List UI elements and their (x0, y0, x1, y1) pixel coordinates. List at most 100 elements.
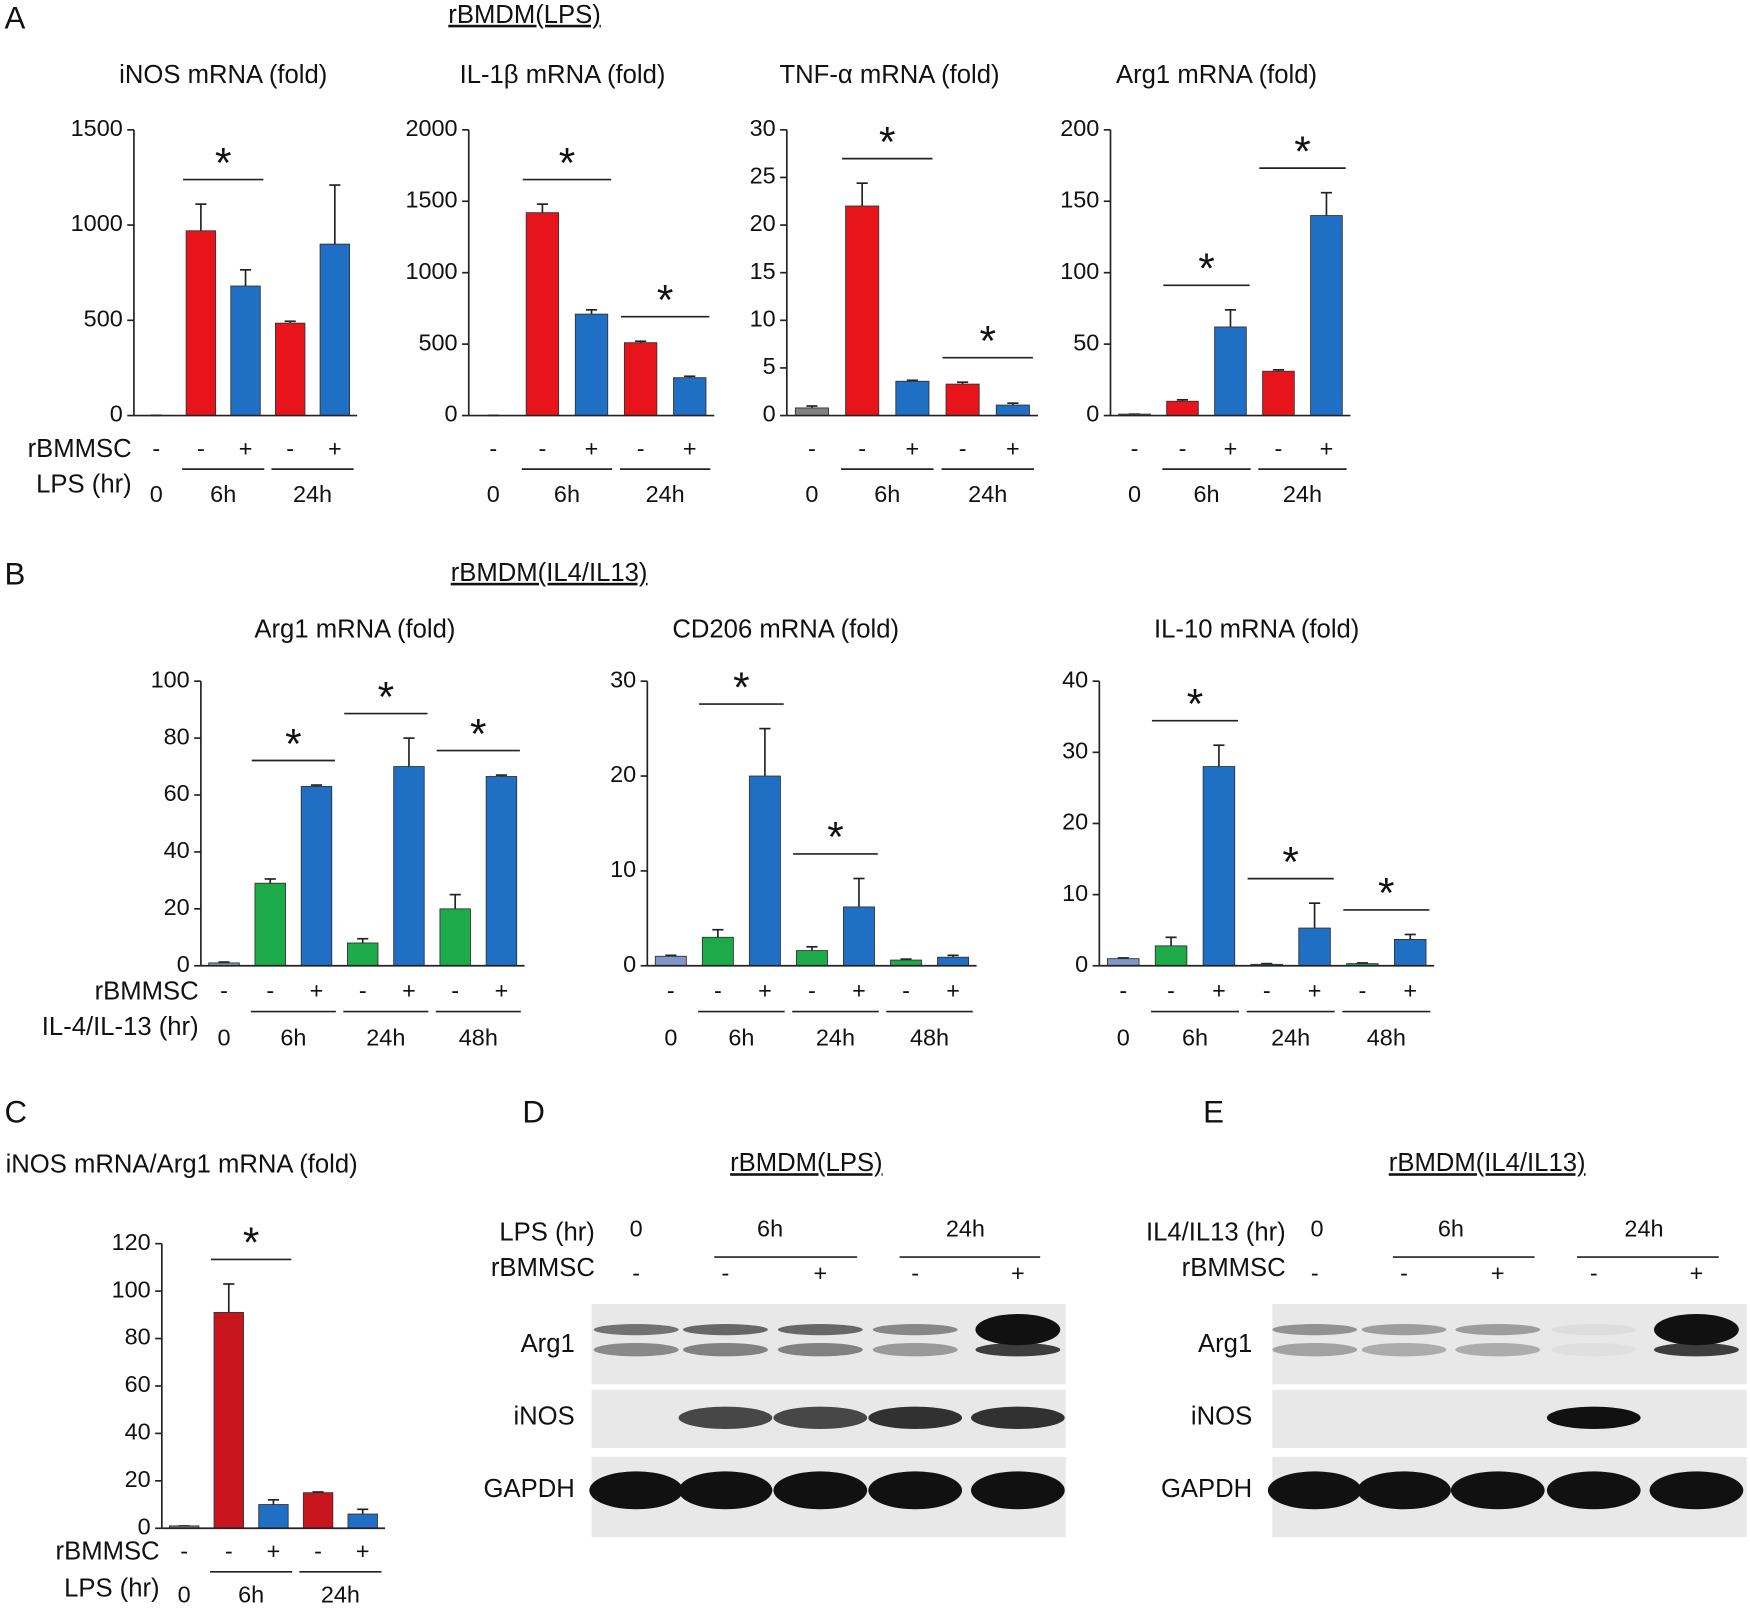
bar (1154, 945, 1188, 967)
sign-label: + (1224, 435, 1238, 461)
y-tick-label: 80 (125, 1324, 151, 1350)
band (1361, 1324, 1447, 1336)
y-tick-label: 120 (112, 1229, 151, 1255)
bar (1394, 939, 1427, 967)
bar (347, 1513, 378, 1529)
band (872, 1343, 958, 1357)
chart-title: Arg1 mRNA (fold) (1116, 61, 1317, 89)
bar (995, 404, 1030, 416)
significance-star: * (559, 139, 576, 186)
band (1546, 1471, 1641, 1510)
bar (1262, 370, 1295, 416)
sign-label: - (911, 1260, 919, 1286)
sign-label: - (451, 978, 459, 1004)
significance-star: * (827, 814, 844, 861)
band (1361, 1343, 1447, 1357)
chart-title: iNOS mRNA/Arg1 mRNA (fold) (6, 1150, 358, 1178)
time-label: 6h (874, 481, 900, 507)
sign-label: - (1263, 978, 1271, 1004)
significance-star: * (378, 673, 395, 720)
chart-title: TNF-α mRNA (fold) (779, 61, 999, 89)
sign-label: + (1403, 978, 1417, 1004)
y-tick-label: 60 (164, 780, 190, 806)
band (777, 1324, 863, 1336)
time-label: 0 (150, 481, 163, 507)
significance-star: * (657, 277, 674, 324)
y-tick-label: 200 (1060, 115, 1099, 141)
bar (275, 322, 306, 416)
band (868, 1471, 963, 1510)
sign-label: - (225, 1538, 233, 1564)
y-tick-label: 0 (138, 1513, 151, 1539)
y-tick-label: 1500 (71, 115, 123, 141)
sign-label: - (1119, 978, 1127, 1004)
band (678, 1471, 773, 1510)
y-tick-label: 40 (125, 1419, 151, 1445)
significance-star: * (1294, 128, 1311, 175)
time-label: 48h (910, 1025, 949, 1051)
time-label: 6h (1182, 1025, 1208, 1051)
time-label: 0 (487, 481, 500, 507)
significance-star: * (1378, 870, 1395, 917)
band (872, 1324, 958, 1336)
band (593, 1343, 679, 1357)
band (1654, 1313, 1739, 1346)
band (970, 1471, 1065, 1510)
sign-label: + (585, 435, 599, 461)
band (593, 1324, 679, 1336)
sign-label: + (267, 1538, 281, 1564)
time-label: 6h (554, 481, 580, 507)
time-label: 0 (805, 481, 818, 507)
time-label: 6h (1438, 1215, 1464, 1241)
bar (302, 1492, 334, 1529)
y-tick-label: 100 (151, 666, 190, 692)
sign-label: + (495, 978, 509, 1004)
band (970, 1406, 1065, 1429)
sign-label: - (722, 1260, 730, 1286)
bar (701, 936, 734, 967)
sign-label: + (813, 1260, 827, 1286)
bar (185, 230, 217, 416)
protein-label: iNOS (513, 1403, 574, 1431)
sign-label: + (402, 978, 416, 1004)
band (975, 1313, 1061, 1346)
band (1450, 1471, 1545, 1510)
y-tick-label: 0 (763, 401, 776, 427)
sign-label: + (852, 978, 866, 1004)
bar (1298, 927, 1331, 967)
bar (1310, 215, 1343, 416)
bar (319, 243, 350, 416)
time-label: 48h (459, 1025, 498, 1051)
y-tick-label: 30 (1062, 738, 1088, 764)
y-tick-label: 20 (610, 761, 636, 787)
chart-title: IL-10 mRNA (fold) (1154, 616, 1359, 644)
bar (230, 285, 261, 416)
sign-label: - (266, 978, 274, 1004)
sign-label: + (310, 978, 324, 1004)
bar (654, 955, 687, 967)
sign-label: + (1212, 978, 1226, 1004)
bar (890, 959, 922, 967)
band (683, 1343, 768, 1357)
time-label: 48h (1367, 1025, 1406, 1051)
bar (748, 775, 781, 967)
y-tick-label: 60 (125, 1371, 151, 1397)
y-tick-label: 500 (84, 305, 123, 331)
y-tick-label: 10 (1062, 880, 1088, 906)
y-tick-label: 40 (164, 837, 190, 863)
sign-label: - (180, 1538, 188, 1564)
y-tick-label: 30 (750, 115, 776, 141)
y-tick-label: 0 (445, 401, 458, 427)
band (589, 1471, 684, 1510)
y-tick-label: 0 (1086, 401, 1099, 427)
sign-label: - (359, 978, 367, 1004)
row-label: LPS (hr) (64, 1574, 160, 1602)
significance-star: * (879, 118, 896, 165)
blot-title: rBMDM(IL4/IL13) (1389, 1149, 1586, 1177)
sign-label: - (1275, 435, 1283, 461)
band (1267, 1471, 1362, 1510)
sign-label: - (1358, 978, 1366, 1004)
time-label: 6h (210, 481, 236, 507)
y-tick-label: 100 (1060, 258, 1099, 284)
sign-label: + (1690, 1260, 1704, 1286)
